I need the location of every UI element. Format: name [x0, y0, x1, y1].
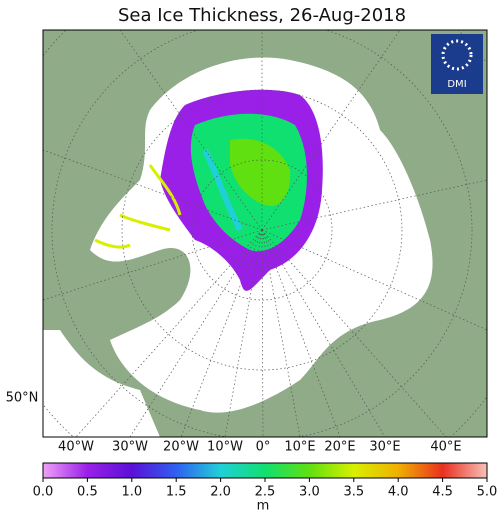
lon-label: 40°W — [58, 440, 94, 455]
colorbar-tick-label: 0.0 — [33, 485, 54, 500]
colorbar-tick-label: 0.5 — [77, 485, 98, 500]
title: Sea Ice Thickness, 26-Aug-2018 — [118, 5, 406, 26]
logo-text: DMI — [447, 79, 466, 90]
colorbar-tick-label: 1.0 — [121, 485, 142, 500]
colorbar-tick-label: 3.0 — [299, 485, 320, 500]
lon-label: 20°E — [324, 440, 355, 455]
ocean — [43, 330, 160, 437]
map-frame — [42, 29, 488, 438]
lat-label: 50°N — [6, 391, 39, 406]
lon-label: 0° — [256, 440, 271, 455]
lon-label: 30°W — [112, 440, 148, 455]
logo-stars — [441, 39, 473, 71]
lon-label: 40°E — [430, 440, 461, 455]
logo — [431, 34, 483, 94]
lon-label: 10°E — [284, 440, 315, 455]
ice — [230, 138, 291, 206]
colorbar-tick-label: 3.5 — [343, 485, 364, 500]
colorbar-tick-label: 2.5 — [255, 485, 276, 500]
lon-label: 20°W — [163, 440, 199, 455]
colorbar-tick-label: 4.0 — [388, 485, 409, 500]
colorbar-tick-label: 4.5 — [432, 485, 453, 500]
colorbar-tick-label: 5.0 — [477, 485, 498, 500]
ice — [202, 148, 243, 232]
lon-label: 10°W — [207, 440, 243, 455]
colorbar — [42, 462, 488, 479]
colorbar-unit: m — [257, 499, 270, 514]
lon-label: 30°E — [369, 440, 400, 455]
colorbar-tick-label: 1.5 — [166, 485, 187, 500]
colorbar-tick-label: 2.0 — [210, 485, 231, 500]
